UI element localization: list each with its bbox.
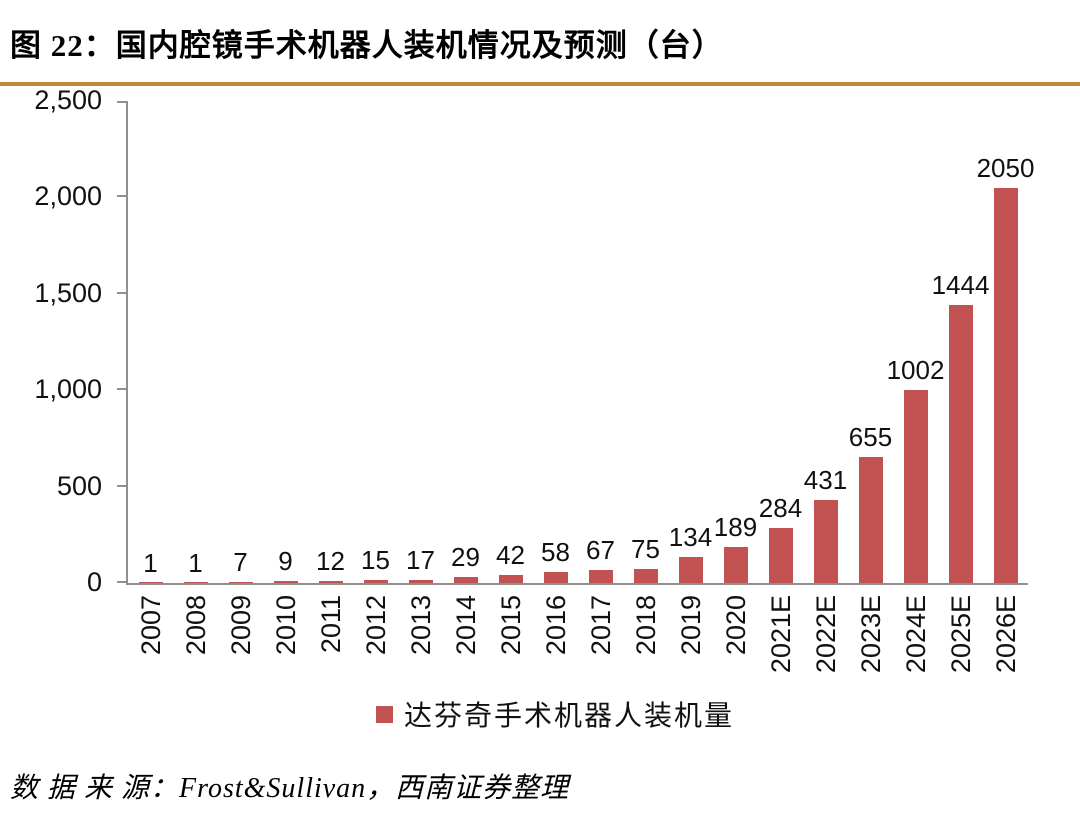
figure-title: 图 22：国内腔镜手术机器人装机情况及预测（台） bbox=[10, 28, 724, 63]
bar-value-label: 17 bbox=[406, 544, 435, 575]
y-axis-tick bbox=[117, 195, 126, 198]
y-axis-tick bbox=[117, 581, 126, 583]
x-axis-label: 2014 bbox=[450, 595, 481, 656]
bar bbox=[993, 187, 1018, 583]
bar-value-label: 1 bbox=[188, 547, 203, 578]
x-axis-label: 2011 bbox=[315, 595, 346, 654]
x-axis-label: 2024E bbox=[900, 595, 931, 674]
bar bbox=[183, 582, 208, 583]
title-underline bbox=[0, 82, 1080, 86]
bar-value-label: 189 bbox=[713, 511, 758, 542]
x-axis-label: 2020 bbox=[720, 595, 751, 656]
bar bbox=[138, 582, 163, 583]
x-axis-label: 2015 bbox=[495, 595, 526, 656]
x-axis-label: 2012 bbox=[360, 595, 391, 656]
bar-value-label: 7 bbox=[233, 546, 248, 577]
bar bbox=[633, 568, 658, 583]
bar bbox=[723, 546, 748, 583]
bar-value-label: 655 bbox=[848, 421, 893, 452]
bar-value-label: 67 bbox=[586, 535, 615, 566]
legend-entry: 达芬奇手术机器人装机量 bbox=[375, 694, 734, 734]
x-axis-label: 2018 bbox=[630, 595, 661, 656]
x-axis-label: 2017 bbox=[585, 595, 616, 656]
y-axis-tick bbox=[117, 388, 126, 391]
bar-value-label: 1002 bbox=[886, 354, 945, 385]
bar bbox=[588, 570, 613, 583]
bar-value-label: 284 bbox=[758, 493, 803, 524]
x-axis-label: 2021E bbox=[765, 595, 796, 674]
bar-value-label: 29 bbox=[451, 542, 480, 573]
y-axis-tick bbox=[117, 291, 126, 294]
bar-value-label: 15 bbox=[361, 545, 390, 576]
y-axis-label: 0 bbox=[86, 567, 102, 597]
x-axis-label: 2007 bbox=[135, 595, 166, 656]
y-axis-label: 1,000 bbox=[34, 374, 102, 405]
y-axis-label: 1,500 bbox=[34, 277, 102, 308]
bar bbox=[273, 581, 298, 583]
x-axis-label: 2010 bbox=[270, 595, 301, 656]
y-axis-label: 500 bbox=[56, 470, 102, 501]
bar-value-label: 134 bbox=[668, 522, 713, 553]
y-axis-labels: 0 500 1,000 1,500 2,000 2,500 bbox=[0, 85, 112, 597]
x-axis-label: 2025E bbox=[945, 595, 976, 674]
x-axis-label: 2026E bbox=[990, 595, 1021, 674]
bar bbox=[408, 579, 433, 583]
x-axis-label: 2013 bbox=[405, 595, 436, 656]
bar-value-label: 1444 bbox=[931, 269, 990, 300]
data-source-note: 数 据 来 源：Frost&Sullivan，西南证券整理 bbox=[10, 773, 570, 804]
bar bbox=[813, 499, 838, 583]
legend-series-label: 达芬奇手术机器人装机量 bbox=[403, 701, 734, 732]
y-axis-label: 2,500 bbox=[34, 85, 102, 115]
bar bbox=[858, 456, 883, 583]
bar bbox=[453, 577, 478, 583]
bar bbox=[498, 574, 523, 583]
legend-swatch-icon bbox=[375, 705, 393, 723]
bar bbox=[228, 581, 253, 583]
bar-value-label: 75 bbox=[631, 533, 660, 564]
bar-value-label: 1 bbox=[143, 547, 158, 578]
legend: 达芬奇手术机器人装机量 bbox=[0, 694, 1080, 734]
bar-value-label: 42 bbox=[496, 539, 525, 570]
bar bbox=[768, 528, 793, 583]
bar bbox=[903, 389, 928, 583]
bar bbox=[948, 304, 973, 583]
x-axis-label: 2023E bbox=[855, 595, 886, 674]
x-axis-label: 2022E bbox=[810, 595, 841, 674]
x-axis-label: 2008 bbox=[180, 595, 211, 656]
x-axis-label: 2009 bbox=[225, 595, 256, 656]
bar-value-label: 2050 bbox=[976, 152, 1035, 183]
y-axis-label: 2,000 bbox=[34, 181, 102, 212]
bar bbox=[363, 580, 388, 583]
bar-value-label: 9 bbox=[278, 546, 293, 577]
x-axis-label: 2016 bbox=[540, 595, 571, 656]
y-axis-tick bbox=[117, 484, 126, 487]
bar bbox=[318, 580, 343, 583]
bar-value-label: 431 bbox=[803, 464, 848, 495]
x-axis-label: 2019 bbox=[675, 595, 706, 656]
bar-value-label: 58 bbox=[541, 536, 570, 567]
bar bbox=[678, 557, 703, 583]
plot-area: 1 2007 1 2008 7 2009 9 2010 12 2011 15 2012 17 2013 29… bbox=[117, 101, 1034, 673]
bar-value-label: 12 bbox=[316, 545, 345, 576]
y-axis-tick bbox=[117, 101, 126, 103]
bar bbox=[543, 571, 568, 583]
